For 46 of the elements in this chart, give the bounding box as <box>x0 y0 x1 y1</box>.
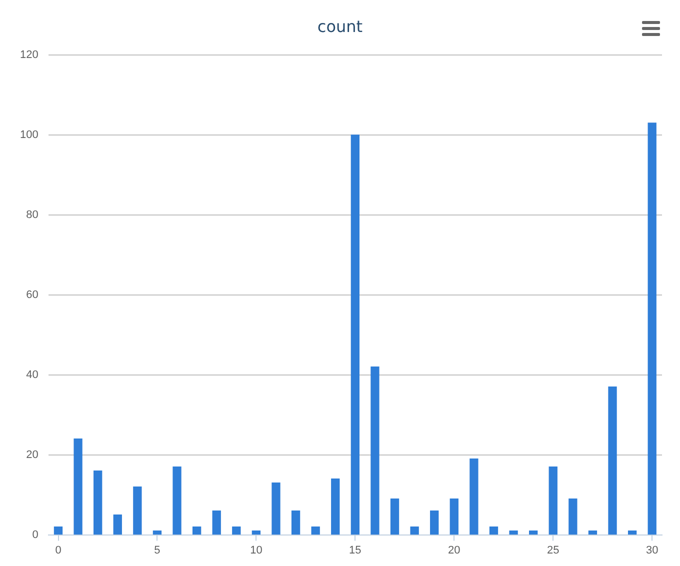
chart-title: count <box>316 17 364 36</box>
bar <box>509 530 518 535</box>
bar <box>54 526 63 535</box>
x-tick-label: 20 <box>448 544 460 556</box>
bar <box>232 526 241 535</box>
x-tick-label: 15 <box>349 544 362 556</box>
bar <box>74 438 82 535</box>
bar <box>272 482 280 535</box>
bar <box>608 386 617 535</box>
bar <box>350 134 360 535</box>
bar <box>410 526 419 535</box>
y-tick-label: 20 <box>26 448 38 461</box>
bar <box>370 366 380 535</box>
x-tick-label: 30 <box>646 544 658 556</box>
bar <box>291 510 300 535</box>
bar <box>648 122 656 535</box>
bar <box>450 498 458 535</box>
x-tick-label: 0 <box>55 544 62 556</box>
bar <box>252 530 261 535</box>
x-tick-label: 25 <box>547 544 560 556</box>
bar <box>311 526 320 535</box>
bar <box>390 498 400 535</box>
y-tick-label: 80 <box>26 208 38 221</box>
bar <box>548 466 558 535</box>
bar <box>470 458 478 535</box>
y-tick-label: 100 <box>20 129 38 141</box>
bar <box>529 530 538 535</box>
bar <box>568 498 578 535</box>
y-tick-label: 60 <box>26 288 38 301</box>
bar <box>331 478 340 535</box>
y-tick-label: 0 <box>32 528 38 541</box>
bar <box>212 510 221 535</box>
bar <box>430 510 439 535</box>
x-tick-label: 5 <box>154 544 160 556</box>
bar <box>192 526 202 535</box>
y-tick-label: 40 <box>26 368 38 381</box>
bar <box>113 514 122 535</box>
bar <box>152 530 162 535</box>
bar <box>94 470 102 535</box>
bar <box>628 530 637 535</box>
bar <box>133 486 142 535</box>
x-tick-label: 10 <box>250 544 262 556</box>
bar <box>489 526 498 535</box>
bar <box>172 466 182 535</box>
y-tick-label: 120 <box>20 49 38 62</box>
bar <box>588 530 598 535</box>
